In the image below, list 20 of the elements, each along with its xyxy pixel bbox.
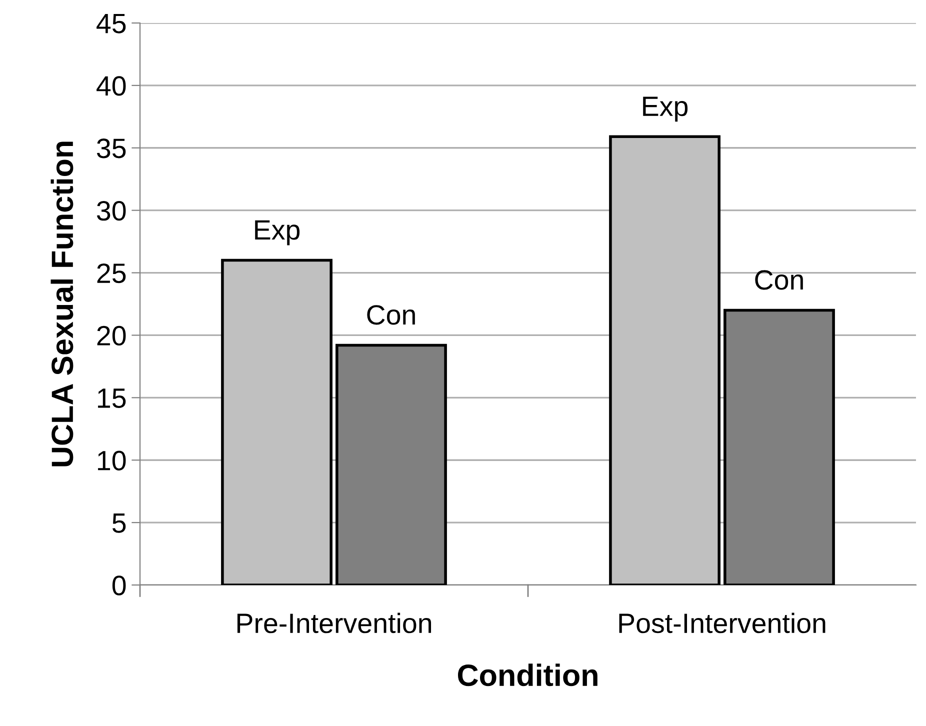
y-tick-label: 0 <box>112 576 126 596</box>
bar <box>609 135 720 585</box>
y-tick-label: 15 <box>98 388 126 408</box>
y-tick-label: 10 <box>98 450 126 470</box>
x-axis-title: Condition <box>458 664 598 686</box>
y-axis-title: UCLA Sexual Function <box>50 142 74 466</box>
x-tick-label: Post-Intervention <box>619 612 826 634</box>
y-tick-label: 25 <box>97 263 126 284</box>
text: Exp <box>643 96 688 122</box>
x-tick-label: Pre-Intervention <box>237 612 432 634</box>
y-tick-label: 40 <box>96 76 126 96</box>
y-tick-label: 5 <box>112 514 126 533</box>
series-label: Exp <box>255 220 300 246</box>
text: Con <box>755 270 803 290</box>
series-label: Con <box>367 305 415 325</box>
y-tick-label: 30 <box>96 201 126 221</box>
bar <box>221 258 332 585</box>
y-tick-label: 35 <box>96 138 126 158</box>
y-tick-label: 45 <box>96 14 126 34</box>
y-tick-label: 20 <box>97 326 126 346</box>
